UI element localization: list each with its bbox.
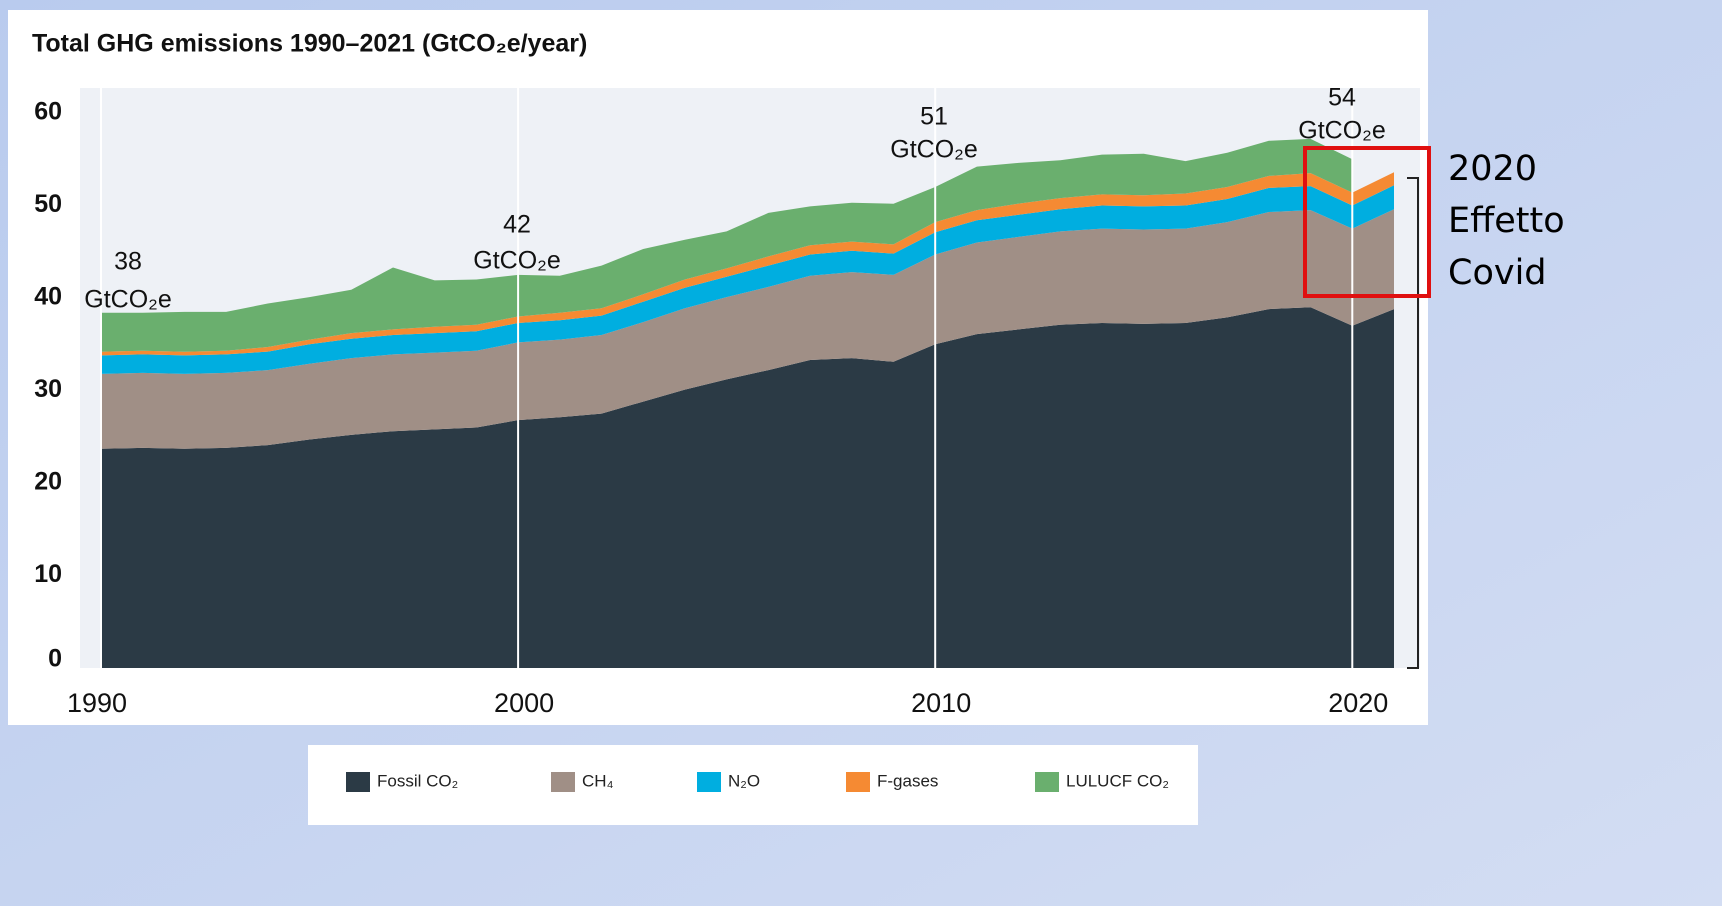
y-tick-label: 10 [34,560,62,588]
plot: 1990 2000 2010 2020 0 10 20 30 40 50 60 38 GtCO₂e 42 G… [34,84,1394,792]
area [101,185,1394,374]
annotation-value: 54 [1328,84,1356,112]
annotation-value: 51 [920,103,948,131]
legend-label: N₂O [728,771,760,790]
area [101,307,1394,668]
legend-label: F-gases [877,771,938,790]
x-tick-label: 2000 [494,688,554,718]
callout-text: Covid [1448,253,1547,293]
bracket [1407,177,1419,669]
annotation-unit: GtCO₂e [1298,117,1386,145]
legend-swatch [346,772,370,792]
legend-label: CH₄ [582,771,614,790]
x-tick-label: 2010 [911,688,971,718]
x-tick-label: 1990 [67,688,127,718]
annotation-value: 42 [503,211,531,239]
y-tick-label: 30 [34,375,62,403]
annotation-unit: GtCO₂e [84,286,172,314]
legend-swatch [1035,772,1059,792]
annotation-unit: GtCO₂e [473,247,561,275]
callout-text: 2020 [1448,149,1537,189]
y-tick-label: 50 [34,190,62,218]
y-tick-label: 60 [34,98,62,126]
annotation-value: 38 [114,248,142,276]
y-tick-label: 20 [34,468,62,496]
area [101,209,1394,449]
callout-text: Effetto [1448,201,1565,241]
x-tick-label: 2020 [1328,688,1388,718]
chart-title: Total GHG emissions 1990–2021 (GtCO₂e/ye… [32,30,587,58]
legend-swatch [846,772,870,792]
annotation-unit: GtCO₂e [890,136,978,164]
y-tick-label: 40 [34,283,62,311]
area [101,138,1353,352]
legend-label: LULUCF CO₂ [1066,771,1169,790]
legend-label: Fossil CO₂ [377,771,458,790]
area [101,172,1394,356]
legend-swatch [551,772,575,792]
legend-swatch [697,772,721,792]
highlight-box [1303,146,1431,298]
y-tick-label: 0 [48,645,62,673]
